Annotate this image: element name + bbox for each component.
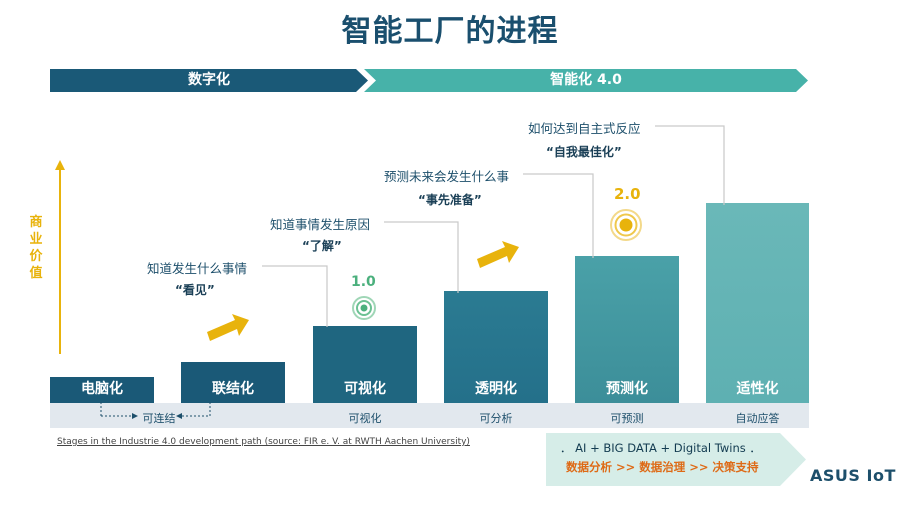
y-axis-label: 商业价值 — [29, 215, 43, 281]
callout-answer-see: “看见” — [175, 283, 215, 297]
target-icon — [352, 296, 376, 320]
ai-box-line2: 数据分析 >> 数据治理 >> 决策支持 — [566, 460, 759, 474]
callout-question-prepare: 预测未来会发生什么事 — [384, 169, 510, 184]
connect-label: 可连结 — [142, 412, 176, 425]
callout-answer-optimize: “自我最佳化” — [546, 145, 622, 159]
bar-adaptability: 适性化 — [706, 203, 809, 403]
bar-label: 适性化 — [736, 381, 779, 397]
bar-label: 联结化 — [212, 381, 254, 397]
connect-arrows — [100, 402, 211, 419]
progress-arrow-icon — [207, 314, 249, 341]
bar-label: 可视化 — [344, 381, 386, 397]
sub-label-predict: 可预测 — [610, 412, 644, 425]
baseline-strip — [50, 403, 809, 428]
target-icon — [610, 209, 642, 241]
bar-visibility: 可视化 — [313, 326, 417, 403]
phase-smart-band: 智能化 4.0 — [364, 69, 808, 92]
bar-connectivity: 联结化 — [181, 362, 285, 403]
callout-answer-understand: “了解” — [302, 239, 342, 253]
callout-question-optimize: 如何达到自主式反应 — [528, 121, 641, 136]
bar-label: 电脑化 — [81, 381, 123, 397]
phase-digital-band: 数字化 — [50, 69, 368, 92]
callout-answer-prepare: “事先准备” — [418, 193, 482, 207]
bar-predictive: 预测化 — [575, 256, 679, 403]
version-2-label: 2.0 — [614, 185, 641, 203]
ai-box-line1: ． AI + BIG DATA + Digital Twins ． — [560, 441, 761, 455]
callout-question-see: 知道发生什么事情 — [147, 261, 248, 276]
sub-label-visual: 可视化 — [348, 412, 382, 425]
bar-computerization: 电脑化 — [50, 377, 154, 403]
version-1-label: 1.0 — [351, 274, 376, 290]
asus-iot-logo: ASUS IoT — [810, 466, 896, 485]
callout-question-understand: 知道事情发生原因 — [270, 217, 371, 232]
page-title: 智能工厂的进程 — [341, 14, 559, 49]
progress-arrow-icon — [477, 241, 519, 268]
ai-arrow-box — [546, 433, 806, 486]
bar-label: 预测化 — [606, 381, 648, 397]
bar-transparency: 透明化 — [444, 291, 548, 403]
sub-label-auto: 自动应答 — [735, 412, 780, 425]
sub-label-analyze: 可分析 — [479, 412, 513, 425]
y-axis-arrow — [55, 160, 65, 354]
source-footnote: Stages in the Industrie 4.0 development … — [57, 437, 470, 447]
bar-label: 透明化 — [475, 381, 517, 397]
